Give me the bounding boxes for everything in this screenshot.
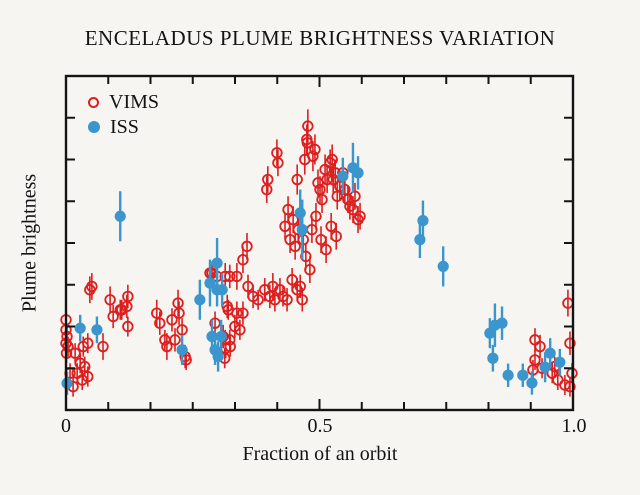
iss-point bbox=[502, 369, 514, 381]
legend-label-vims: VIMS bbox=[109, 91, 160, 113]
vims-point bbox=[224, 340, 236, 353]
vims-point bbox=[161, 340, 173, 353]
iss-point bbox=[91, 324, 103, 336]
iss-point bbox=[526, 377, 538, 389]
vims-point bbox=[272, 157, 284, 169]
vims-point bbox=[241, 240, 253, 253]
vims-point bbox=[104, 294, 116, 306]
iss-point bbox=[204, 277, 216, 289]
iss-point bbox=[352, 167, 364, 179]
vims-point bbox=[237, 307, 249, 319]
vims-point bbox=[97, 340, 109, 353]
vims-point bbox=[349, 190, 361, 202]
y-axis-label: Plume brightness bbox=[18, 173, 41, 313]
vims-point bbox=[339, 183, 351, 196]
vims-point bbox=[262, 173, 274, 186]
vims-point bbox=[307, 150, 319, 162]
vims-point bbox=[304, 264, 316, 276]
vims-point bbox=[122, 290, 134, 303]
iss-point bbox=[216, 284, 228, 296]
vims-point bbox=[82, 370, 94, 383]
x-tick-label-0.5: 0.5 bbox=[307, 415, 333, 437]
vims-point bbox=[296, 294, 308, 306]
series-iss bbox=[61, 142, 566, 395]
vims-point bbox=[294, 280, 306, 293]
vims-point bbox=[564, 380, 576, 393]
vims-point bbox=[231, 307, 243, 319]
vims-point bbox=[274, 284, 286, 296]
x-axis-label: Fraction of an orbit bbox=[242, 443, 398, 465]
vims-point bbox=[291, 173, 303, 186]
vims-point bbox=[320, 243, 332, 256]
vims-point bbox=[326, 153, 338, 166]
iss-point bbox=[337, 170, 349, 182]
iss-point bbox=[417, 215, 429, 227]
vims-point bbox=[86, 280, 98, 293]
iss-point bbox=[74, 322, 86, 334]
x-tick-label-0: 0 bbox=[61, 415, 71, 437]
vims-point bbox=[534, 340, 546, 353]
vims-point bbox=[176, 324, 188, 336]
vims-point bbox=[310, 210, 322, 222]
vims-point bbox=[302, 120, 314, 132]
legend-label-iss: ISS bbox=[110, 116, 139, 138]
vims-point bbox=[234, 324, 246, 336]
vims-point bbox=[309, 143, 321, 156]
iss-point bbox=[496, 317, 508, 329]
iss-point bbox=[211, 257, 223, 269]
chart-title: ENCELADUS PLUME BRIGHTNESS VARIATION bbox=[84, 26, 556, 50]
iss-point bbox=[437, 260, 449, 272]
vims-point bbox=[169, 334, 181, 346]
vims-point bbox=[529, 354, 541, 366]
iss-point bbox=[176, 344, 188, 356]
iss-point bbox=[539, 361, 551, 373]
vims-point bbox=[62, 340, 74, 353]
legend-item-iss: ISS bbox=[88, 117, 159, 137]
vims-point bbox=[327, 173, 339, 186]
iss-point bbox=[484, 327, 496, 339]
vims-point bbox=[173, 307, 185, 319]
legend: VIMS ISS bbox=[88, 92, 159, 137]
iss-point bbox=[114, 210, 126, 222]
vims-point bbox=[354, 210, 366, 222]
vims-point bbox=[267, 280, 279, 293]
legend-item-vims: VIMS bbox=[88, 92, 159, 112]
vims-point bbox=[209, 317, 221, 329]
series-vims bbox=[60, 109, 578, 397]
iss-point bbox=[487, 352, 499, 364]
vims-point bbox=[79, 360, 91, 373]
vims-open-circle-icon bbox=[88, 96, 99, 108]
plot-frame bbox=[64, 74, 575, 412]
vims-point bbox=[330, 230, 342, 243]
vims-point bbox=[316, 193, 328, 206]
vims-point bbox=[231, 270, 243, 283]
vims-point bbox=[154, 317, 166, 329]
iss-point bbox=[544, 347, 556, 359]
vims-point bbox=[289, 240, 301, 253]
vims-point bbox=[151, 307, 163, 319]
vims-point bbox=[252, 294, 264, 306]
vims-point bbox=[107, 310, 119, 323]
iss-point bbox=[194, 294, 206, 306]
vims-point bbox=[122, 320, 134, 333]
iss-point bbox=[554, 356, 566, 368]
vims-point bbox=[331, 190, 343, 202]
vims-point bbox=[281, 294, 293, 306]
vims-point bbox=[224, 270, 236, 283]
vims-point bbox=[166, 314, 178, 326]
iss-point bbox=[517, 369, 529, 381]
vims-point bbox=[564, 337, 576, 349]
iss-point bbox=[212, 350, 224, 363]
vims-point bbox=[82, 337, 94, 349]
iss-filled-circle-icon bbox=[88, 121, 100, 133]
vims-point bbox=[321, 173, 333, 186]
iss-point bbox=[296, 224, 308, 236]
iss-point bbox=[294, 207, 306, 219]
x-tick-label-1.0: 1.0 bbox=[561, 415, 587, 437]
iss-point bbox=[215, 330, 227, 343]
